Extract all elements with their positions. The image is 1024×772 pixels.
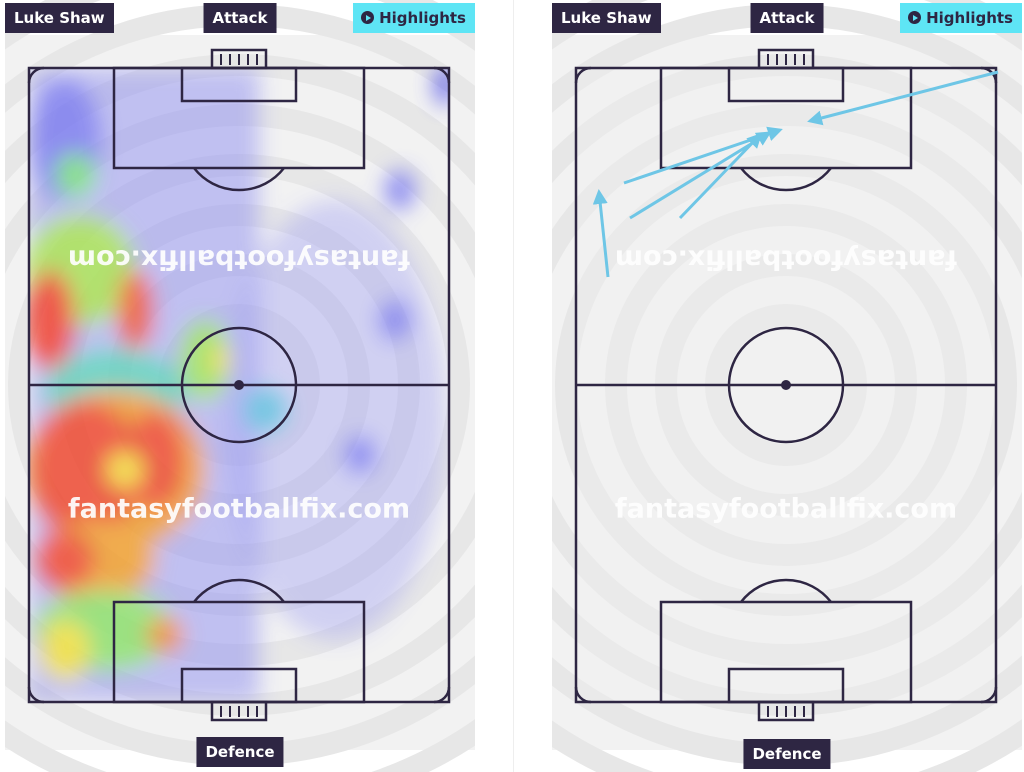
corner-arc: [27, 66, 45, 84]
corner-arc: [574, 686, 592, 704]
defence-label: Defence: [743, 739, 831, 769]
penalty-arc: [740, 578, 832, 603]
corner-arc: [433, 686, 451, 704]
defence-label: Defence: [196, 737, 284, 767]
center-spot: [234, 380, 244, 390]
bg-ring: [552, 104, 1022, 666]
corner-arc: [574, 66, 592, 84]
center-spot: [781, 380, 791, 390]
play-icon: [908, 11, 922, 24]
pass-arrow: [678, 132, 763, 220]
watermark: fantasyfootballfix.com: [615, 244, 957, 275]
goal: [210, 48, 268, 70]
penalty-arc: [740, 167, 832, 192]
watermark: fantasyfootballfix.com: [68, 494, 410, 525]
penalty-arc: [193, 167, 285, 192]
corner-arc: [433, 66, 451, 84]
player-name: Luke Shaw: [5, 3, 114, 33]
corner-arc: [980, 686, 998, 704]
center-circle: [727, 326, 845, 444]
penalty-arc: [193, 578, 285, 603]
divider: [513, 0, 514, 772]
pass-arrows: [592, 70, 999, 278]
goal: [757, 700, 815, 722]
highlights-panel: fantasyfootballfix.com fantasyfootballfix…: [552, 0, 1022, 772]
highlights-button[interactable]: Highlights: [353, 3, 475, 33]
attack-label: Attack: [203, 3, 277, 33]
center-circle: [180, 326, 298, 444]
play-icon: [361, 11, 375, 24]
pass-arrow: [592, 189, 610, 278]
pitch: fantasyfootballfix.com fantasyfootballfix…: [5, 0, 475, 772]
button-label[interactable]: Highlights: [379, 9, 466, 27]
attack-label: Attack: [750, 3, 824, 33]
goal: [210, 700, 268, 722]
pitch: fantasyfootballfix.com fantasyfootballfix…: [552, 0, 1022, 772]
watermark: fantasyfootballfix.com: [68, 244, 410, 275]
pass-arrow: [807, 70, 999, 126]
pass-arrow: [629, 131, 772, 220]
heatmap-panel: fantasyfootballfix.com fantasyfootballfix…: [5, 0, 475, 772]
player-name: Luke Shaw: [552, 3, 661, 33]
highlights-button[interactable]: Highlights: [900, 3, 1022, 33]
button-label[interactable]: Highlights: [926, 9, 1013, 27]
watermark: fantasyfootballfix.com: [615, 494, 957, 525]
goal: [757, 48, 815, 70]
corner-arc: [27, 686, 45, 704]
bg-ring: [555, 154, 1017, 616]
